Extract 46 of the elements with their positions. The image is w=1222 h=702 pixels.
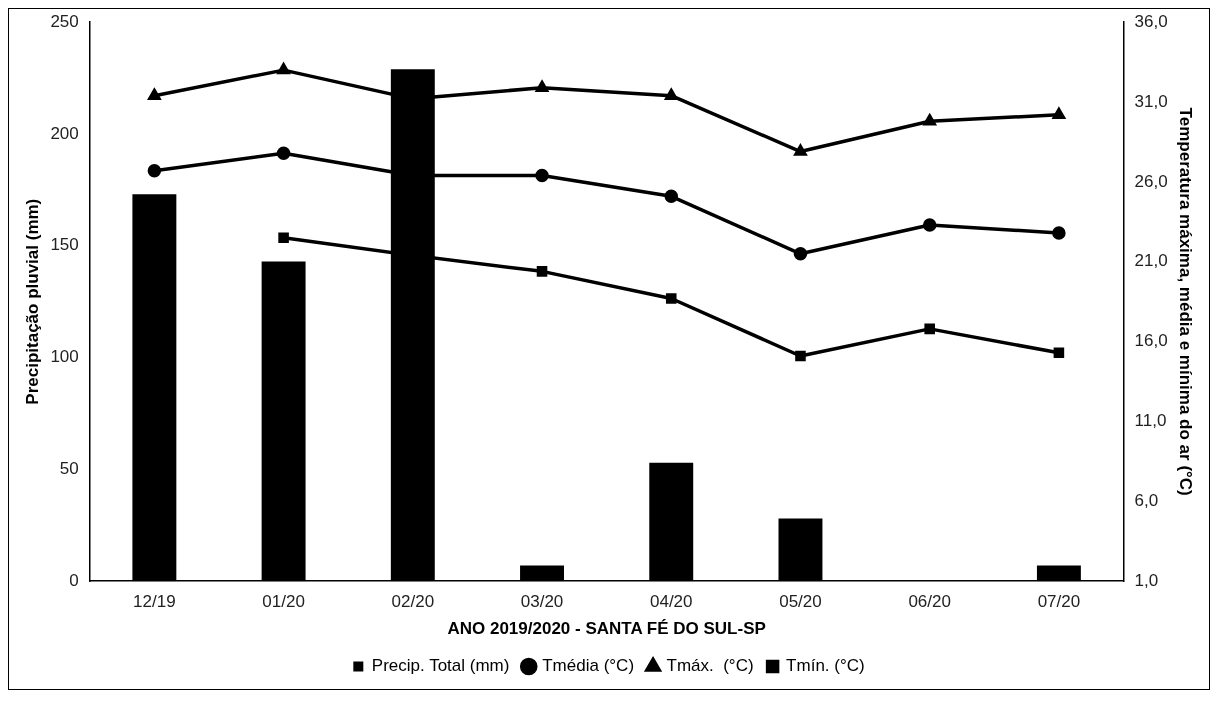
x-tick-label: 01/20: [262, 592, 305, 612]
point: [922, 218, 937, 232]
x-tick-label: 03/20: [520, 592, 564, 612]
point: [793, 247, 808, 261]
y2-tick-label: 36,0: [1134, 11, 1168, 31]
y-tick-label: 200: [50, 123, 79, 143]
x-tick-label: 07/20: [1037, 592, 1081, 612]
point: [278, 232, 289, 244]
point: [1053, 347, 1065, 359]
y-tick-label: 250: [50, 11, 79, 31]
point: [794, 144, 807, 156]
point: [535, 80, 549, 92]
point: [664, 189, 678, 204]
point: [924, 323, 935, 335]
point: [276, 146, 291, 160]
x-tick-label: 02/20: [391, 592, 435, 612]
y-tick-label: 150: [50, 235, 79, 255]
y2-tick-label: 31,0: [1134, 91, 1168, 111]
point: [1052, 226, 1066, 240]
y2-axis-title: Temperatura máxima, média e mínima do ar (°C): [1176, 107, 1196, 496]
point: [148, 88, 161, 100]
point: [536, 266, 548, 277]
x-tick-label: 04/20: [649, 592, 693, 612]
y2-tick-label: 16,0: [1134, 331, 1168, 351]
y2-tick-label: 11,0: [1134, 411, 1167, 431]
legend-label: Precip. Total (mm): [371, 656, 510, 676]
point: [795, 350, 806, 362]
y2-tick-label: 1,0: [1134, 570, 1159, 590]
legend-label: Tmín. (°C): [786, 656, 865, 676]
y-tick-label: 50: [59, 459, 79, 479]
x-tick-label: 12/19: [133, 592, 176, 612]
x-tick-label: 05/20: [779, 592, 822, 612]
y2-tick-label: 26,0: [1134, 171, 1168, 191]
x-tick-label: 06/20: [908, 592, 951, 612]
x-axis-title: ANO 2019/2020 - SANTA FÉ DO SUL-SP: [447, 619, 766, 639]
point: [535, 168, 549, 183]
point: [665, 88, 678, 100]
point: [147, 163, 162, 178]
y-axis-title: Precipitação pluvial (mm): [22, 198, 42, 405]
y2-tick-label: 21,0: [1134, 251, 1168, 271]
legend-label: Tmédia (°C): [542, 656, 635, 676]
legend-label: Tmáx. (°C): [666, 656, 754, 676]
point: [665, 293, 677, 304]
y-tick-label: 100: [50, 347, 79, 367]
y-tick-label: 0: [69, 570, 79, 590]
y2-tick-label: 6,0: [1134, 491, 1159, 511]
